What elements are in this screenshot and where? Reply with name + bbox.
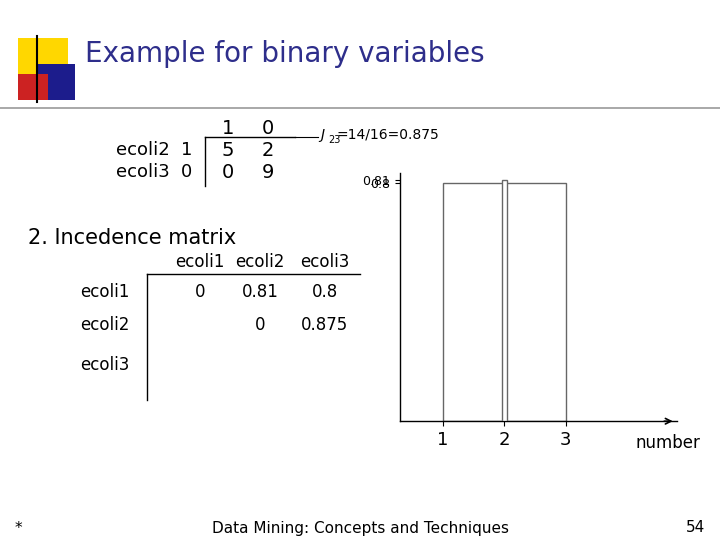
Text: ecoli2: ecoli2 [81,316,130,334]
Text: 1: 1 [181,141,193,159]
Text: 0: 0 [181,163,193,181]
Text: 54: 54 [685,521,705,536]
Text: ecoli3: ecoli3 [116,163,170,181]
Text: number: number [635,434,700,451]
Text: 5: 5 [222,140,234,159]
Text: 23: 23 [328,135,341,145]
Text: 0.875: 0.875 [302,316,348,334]
Bar [18,38,68,80]
Text: J: J [320,128,324,142]
Bar [502,180,507,421]
Text: ecoli1: ecoli1 [81,283,130,301]
Text: 2: 2 [262,140,274,159]
Text: *: * [15,521,22,536]
Text: 2. Incedence matrix: 2. Incedence matrix [28,228,236,248]
Text: Example for binary variables: Example for binary variables [85,40,485,68]
Text: =14/16=0.875: =14/16=0.875 [337,128,440,142]
Text: 0.81: 0.81 [242,283,279,301]
Text: ecoli3: ecoli3 [300,253,350,271]
Text: ecoli3: ecoli3 [81,356,130,374]
Bar [18,74,48,100]
Text: 0: 0 [194,283,205,301]
Text: 0.8: 0.8 [312,283,338,301]
Text: Data Mining: Concepts and Techniques: Data Mining: Concepts and Techniques [212,521,508,536]
Text: ecoli1: ecoli1 [175,253,225,271]
Text: 0: 0 [255,316,265,334]
Text: ecoli2: ecoli2 [235,253,284,271]
Text: 0: 0 [222,163,234,181]
Text: 1: 1 [222,118,234,138]
Text: 9: 9 [262,163,274,181]
Text: 0: 0 [262,118,274,138]
Bar [443,183,566,421]
Text: ecoli2: ecoli2 [116,141,170,159]
Bar [37,64,75,100]
